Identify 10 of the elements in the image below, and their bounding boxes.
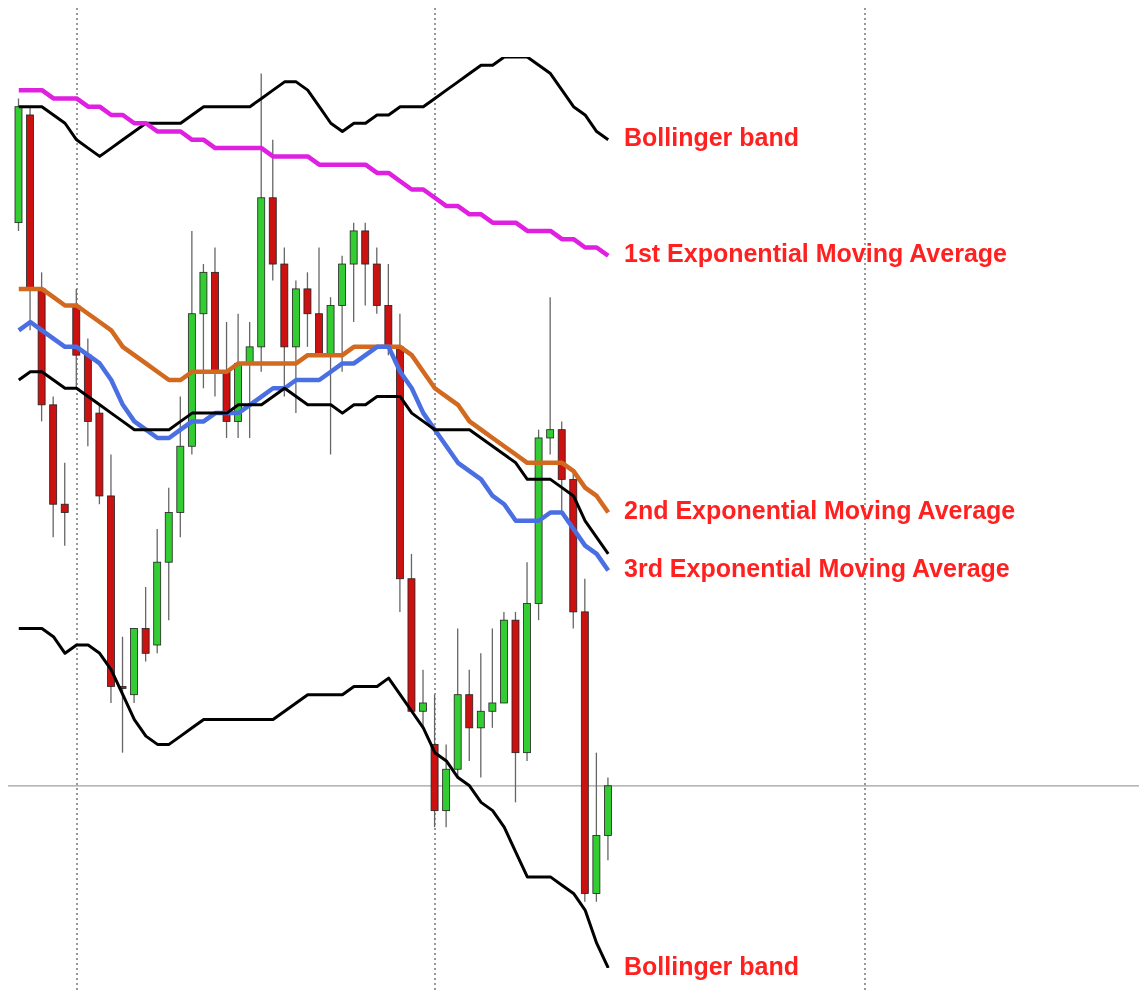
candlestick [488, 627, 497, 729]
candlestick [546, 296, 555, 456]
candlestick [476, 652, 485, 779]
text: 2nd Exponential Moving Average [624, 496, 1016, 525]
text: Bollinger band [624, 951, 799, 980]
text: 1st Exponential Moving Average [624, 239, 1008, 268]
candlestick [60, 462, 69, 547]
text: Bollinger band [624, 123, 799, 152]
text: 3rd Exponential Moving Average [624, 554, 1010, 583]
candlestick [419, 669, 427, 729]
